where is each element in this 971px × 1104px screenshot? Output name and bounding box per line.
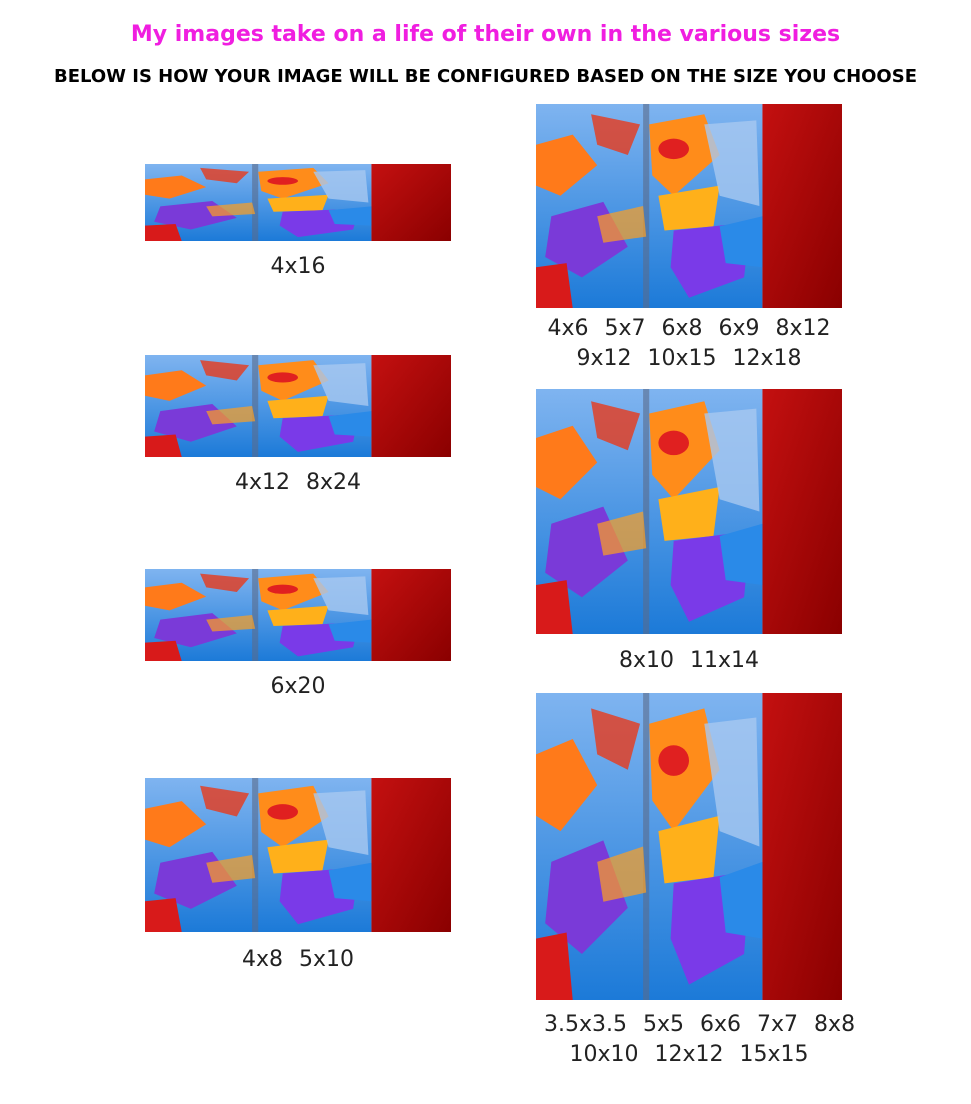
size-line: 10x10 12x12 15x15 [536,1042,842,1067]
size-label: 8x24 [306,470,362,495]
artwork-preview [145,355,451,457]
size-label: 6x20 [270,674,326,699]
size-label: 11x14 [690,648,760,673]
size-line: 4x6 5x7 6x8 6x9 8x12 [536,316,842,341]
size-label: 10x10 [569,1042,639,1067]
size-label: 12x12 [654,1042,724,1067]
artwork-preview [536,389,842,634]
size-label: 10x15 [647,346,717,371]
size-label: 7x7 [757,1012,799,1037]
size-label: 12x18 [732,346,802,371]
size-label: 6x8 [661,316,703,341]
size-line: 3.5x3.5 5x5 6x6 7x7 8x8 [536,1012,855,1037]
size-label: 9x12 [576,346,632,371]
size-label: 5x7 [604,316,646,341]
size-line: 4x12 8x24 [145,470,451,495]
artwork-preview [536,693,842,1000]
size-line: 6x20 [145,674,451,699]
size-label: 4x16 [270,254,326,279]
title: My images take on a life of their own in… [130,22,841,47]
size-line: 8x10 11x14 [536,648,842,673]
size-label: 6x9 [718,316,760,341]
size-label: 5x5 [643,1012,685,1037]
artwork-preview [145,164,451,241]
size-label: 4x6 [547,316,589,341]
artwork-preview [145,569,451,661]
size-line: 4x8 5x10 [145,947,451,972]
size-label: 3.5x3.5 [544,1012,627,1037]
size-label: 8x10 [618,648,674,673]
size-label: 4x12 [234,470,290,495]
artwork-preview [536,104,842,308]
size-line: 9x12 10x15 12x18 [536,346,842,371]
size-label: 8x8 [814,1012,856,1037]
subtitle: BELOW IS HOW YOUR IMAGE WILL BE CONFIGUR… [53,66,917,87]
size-label: 8x12 [775,316,831,341]
artwork-preview [145,778,451,932]
size-label: 6x6 [700,1012,742,1037]
size-label: 5x10 [299,947,355,972]
size-label: 15x15 [739,1042,809,1067]
size-line: 4x16 [145,254,451,279]
size-label: 4x8 [241,947,283,972]
